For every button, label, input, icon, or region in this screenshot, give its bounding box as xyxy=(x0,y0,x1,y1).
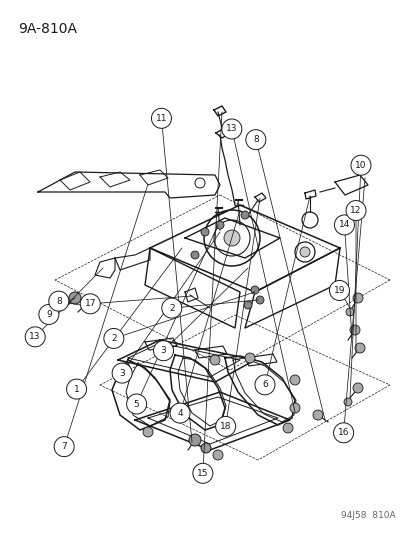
Circle shape xyxy=(289,403,299,413)
Circle shape xyxy=(343,398,351,406)
Text: 7: 7 xyxy=(61,442,67,451)
Circle shape xyxy=(354,343,364,353)
Text: 13: 13 xyxy=(225,125,237,133)
Circle shape xyxy=(350,155,370,175)
Circle shape xyxy=(345,200,365,221)
Circle shape xyxy=(66,379,86,399)
Text: 8: 8 xyxy=(56,297,62,305)
Circle shape xyxy=(216,221,223,229)
Text: 16: 16 xyxy=(337,429,349,437)
Circle shape xyxy=(69,292,81,304)
Circle shape xyxy=(329,280,349,301)
Circle shape xyxy=(282,423,292,433)
Text: 2: 2 xyxy=(111,334,116,343)
Circle shape xyxy=(154,345,165,355)
Circle shape xyxy=(334,215,354,235)
Text: 9A-810A: 9A-810A xyxy=(18,22,77,36)
Text: 12: 12 xyxy=(349,206,361,215)
Circle shape xyxy=(201,228,209,236)
Text: 3: 3 xyxy=(160,346,166,355)
Circle shape xyxy=(151,108,171,128)
Circle shape xyxy=(120,363,130,373)
Text: 13: 13 xyxy=(29,333,41,341)
Text: 19: 19 xyxy=(333,286,344,295)
Circle shape xyxy=(39,304,59,325)
Text: 14: 14 xyxy=(338,221,349,229)
Circle shape xyxy=(349,325,359,335)
Text: 1: 1 xyxy=(74,385,79,393)
Text: 15: 15 xyxy=(197,469,208,478)
Circle shape xyxy=(112,363,132,383)
Circle shape xyxy=(209,355,219,365)
Text: 5: 5 xyxy=(133,400,139,408)
Circle shape xyxy=(240,211,248,219)
Text: 2: 2 xyxy=(169,304,174,312)
Circle shape xyxy=(255,296,263,304)
Circle shape xyxy=(223,230,240,246)
Circle shape xyxy=(49,291,69,311)
Circle shape xyxy=(25,327,45,347)
Circle shape xyxy=(201,443,211,453)
Text: 18: 18 xyxy=(219,422,231,431)
Circle shape xyxy=(189,434,201,446)
Text: 11: 11 xyxy=(155,114,167,123)
Circle shape xyxy=(312,410,322,420)
Circle shape xyxy=(170,403,190,423)
Circle shape xyxy=(299,247,309,257)
Circle shape xyxy=(215,416,235,437)
Circle shape xyxy=(104,328,123,349)
Text: 94J58  810A: 94J58 810A xyxy=(341,511,395,520)
Circle shape xyxy=(126,394,146,414)
Circle shape xyxy=(333,423,353,443)
Circle shape xyxy=(142,427,153,437)
Circle shape xyxy=(352,293,362,303)
Circle shape xyxy=(250,286,259,294)
Circle shape xyxy=(254,375,274,395)
Circle shape xyxy=(161,298,181,318)
Circle shape xyxy=(243,301,252,309)
Circle shape xyxy=(192,463,212,483)
Circle shape xyxy=(80,294,100,314)
Circle shape xyxy=(190,251,199,259)
Circle shape xyxy=(352,383,362,393)
Text: 4: 4 xyxy=(177,409,183,417)
Circle shape xyxy=(244,353,254,363)
Circle shape xyxy=(81,301,89,309)
Circle shape xyxy=(212,450,223,460)
Text: 9: 9 xyxy=(46,310,52,319)
Text: 17: 17 xyxy=(84,300,96,308)
Circle shape xyxy=(289,375,299,385)
Circle shape xyxy=(245,130,265,150)
Text: 3: 3 xyxy=(119,369,125,377)
Circle shape xyxy=(221,119,241,139)
Text: 8: 8 xyxy=(252,135,258,144)
Text: 10: 10 xyxy=(354,161,366,169)
Circle shape xyxy=(345,308,353,316)
Circle shape xyxy=(54,437,74,457)
Text: 6: 6 xyxy=(261,381,267,389)
Circle shape xyxy=(153,341,173,361)
